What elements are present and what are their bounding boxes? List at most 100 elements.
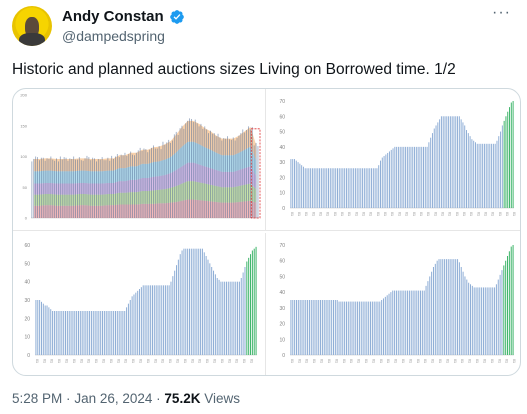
bar [397,290,399,355]
chart-top-right[interactable]: 0 10 20 30 40 50 60 70 01 01 01 01 01 01 01 01 01 01 01 01 0… [268,89,520,230]
x-tick-label: 01 [433,212,437,216]
stack-bar [39,160,40,218]
bar [113,311,115,355]
tweet-media-grid[interactable]: 0 50 100 150 200 0 10 20 30 40 50 60 70 01 01 01 01 01 01… [12,88,521,376]
bar [483,143,485,208]
stack-bar [230,139,232,218]
bar [299,300,301,355]
bar [179,254,181,355]
x-tick-label: 01 [213,359,217,363]
bar [440,259,442,355]
x-tick-label: 01 [445,359,449,363]
stack-bar [139,147,141,218]
author-name[interactable]: Andy Constan [62,8,164,25]
bar [39,300,41,355]
stack-bar [88,157,90,218]
author-handle[interactable]: @dampedspring [62,28,165,44]
bar [297,162,299,208]
x-tick-label: 01 [72,359,76,363]
tweet-time[interactable]: 5:28 PM [12,391,63,406]
bar [290,300,292,355]
bar [369,168,371,208]
stack-bar [118,157,120,218]
bar [378,165,380,208]
bar [437,122,439,208]
stack-bar [229,139,230,218]
chart-bottom-right[interactable]: 0 10 20 30 40 50 60 70 01 01 01 01 01 01 01 01 01 01 01 01 0… [268,233,520,375]
author-avatar[interactable] [12,6,52,46]
bar [492,287,494,355]
stack-bar [257,146,259,218]
bar [439,119,441,208]
bar [57,311,59,355]
bar [512,101,514,208]
x-tick-label: 01 [390,212,394,216]
stack-bar [103,160,105,218]
bar [480,143,482,208]
bar [238,281,240,355]
x-tick-label: 01 [357,359,361,363]
stack-bar [210,130,211,218]
bar [453,116,455,208]
y-tick-label: 30 [279,160,285,166]
bar [66,311,68,355]
bar [105,311,107,355]
bar [365,168,367,208]
stack-bar [154,148,156,218]
y-tick-label: 50 [279,274,285,280]
stack-bar [105,160,107,218]
bar [198,248,200,355]
x-tick-label: 01 [333,212,337,216]
bar [394,290,396,355]
bar [98,311,100,355]
bar [494,287,496,355]
bar [211,267,213,355]
bar [131,296,133,355]
stack-bar [65,157,67,218]
x-tick-label: 01 [431,359,435,363]
x-tick-label: 01 [168,359,172,363]
stack-bar [107,157,109,218]
bar [347,301,349,355]
bar [482,143,484,208]
bar [508,251,510,355]
bar [163,285,165,355]
bar [340,301,342,355]
bar [292,300,294,355]
bar [408,290,410,355]
stack-bar [135,152,137,218]
x-tick-label: 01 [131,359,135,363]
x-tick-label: 01 [124,359,128,363]
bar [500,131,502,208]
chart-bottom-left[interactable]: 0 10 20 30 40 50 60 01 01 01 01 01 01 01 01 01 01 01 01 01 0… [13,233,265,375]
y-tick-label: 50 [279,130,285,136]
stack-bar [37,157,38,218]
tweet-date[interactable]: Jan 26, 2024 [74,391,153,406]
bar [384,296,386,355]
stack-bar [130,151,132,218]
bar [363,168,365,208]
x-tick-label: 01 [505,359,509,363]
bar [403,290,405,355]
bar [355,301,357,355]
bar [302,166,304,208]
bar [381,157,383,208]
bar [399,146,401,208]
bar [427,281,429,355]
x-tick-label: 01 [460,359,464,363]
chart-top-left[interactable]: 0 50 100 150 200 [13,89,265,230]
x-tick-label: 01 [483,212,487,216]
y-tick-label: 50 [24,261,30,267]
stack-bar [255,142,257,218]
stack-bar [61,159,63,218]
bar [501,125,503,208]
stack-bar [42,157,44,218]
bar [229,281,231,355]
bar [318,300,320,355]
bar [311,168,313,208]
bar [351,301,353,355]
bar [326,168,328,208]
bar [63,311,65,355]
more-options-icon[interactable]: ··· [492,4,511,21]
bar [449,116,451,208]
